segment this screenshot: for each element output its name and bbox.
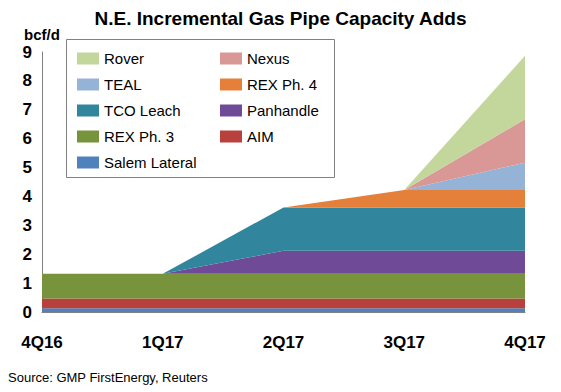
svg-text:7: 7 <box>23 100 32 119</box>
svg-text:4Q17: 4Q17 <box>504 333 546 352</box>
svg-text:Rover: Rover <box>104 50 144 67</box>
svg-text:REX Ph. 4: REX Ph. 4 <box>247 76 317 93</box>
svg-text:2Q17: 2Q17 <box>263 333 305 352</box>
svg-text:Source: GMP FirstEnergy, Reute: Source: GMP FirstEnergy, Reuters <box>8 370 208 385</box>
svg-text:Panhandle: Panhandle <box>247 102 319 119</box>
svg-text:Nexus: Nexus <box>247 50 290 67</box>
svg-text:5: 5 <box>23 158 32 177</box>
svg-text:REX Ph. 3: REX Ph. 3 <box>104 128 174 145</box>
svg-text:1Q17: 1Q17 <box>142 333 184 352</box>
svg-text:Salem Lateral: Salem Lateral <box>104 154 197 171</box>
svg-text:0: 0 <box>23 303 32 322</box>
svg-text:4: 4 <box>23 187 33 206</box>
svg-text:bcf/d: bcf/d <box>24 26 60 43</box>
svg-text:9: 9 <box>23 43 32 62</box>
svg-text:N.E. Incremental Gas Pipe Capa: N.E. Incremental Gas Pipe Capacity Adds <box>94 8 466 29</box>
svg-text:2: 2 <box>23 245 32 264</box>
svg-text:TEAL: TEAL <box>104 76 142 93</box>
svg-text:4Q16: 4Q16 <box>21 333 63 352</box>
svg-text:1: 1 <box>23 274 32 293</box>
svg-text:8: 8 <box>23 71 32 90</box>
svg-text:6: 6 <box>23 129 32 148</box>
svg-text:AIM: AIM <box>247 128 274 145</box>
svg-text:3: 3 <box>23 216 32 235</box>
svg-text:TCO Leach: TCO Leach <box>104 102 181 119</box>
svg-text:3Q17: 3Q17 <box>383 333 425 352</box>
